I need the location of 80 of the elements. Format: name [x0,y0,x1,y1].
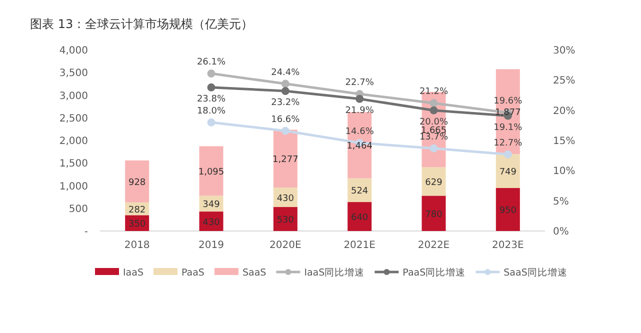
data-label: 21.2% [419,87,448,98]
bar [422,196,446,231]
y-tick-label: 1,500 [59,158,88,170]
data-label: 430 [202,218,220,228]
x-tick-label: 2019 [198,240,224,251]
legend-label: IaaS [123,268,144,278]
data-label: 16.6% [271,114,300,125]
point [430,99,438,108]
data-label: 1,277 [272,155,298,166]
x-tick-label: 2020E [270,240,302,251]
point [281,80,290,88]
bar [273,130,298,188]
point [281,126,290,135]
point [504,150,512,158]
bar [496,188,520,231]
point [356,94,364,103]
data-label: 24.4% [271,68,300,78]
y-tick-label: 2,000 [59,136,88,147]
legend-label: SaaS [242,268,266,278]
data-label: 1,464 [346,142,373,152]
data-label: 26.1% [196,58,226,68]
data-label: 530 [276,216,294,226]
y-tick-label: 500 [68,204,88,215]
data-label: 350 [128,220,146,230]
chart-title: 图表 13：全球云计算市场规模（亿美元） [30,17,254,31]
legend-label: SaaS同比增速 [504,266,568,278]
data-label: 20.0% [419,117,448,128]
data-label: 21.9% [345,106,374,116]
x-tick-label: 2022E [418,240,450,251]
y-tick-label: 1,000 [59,181,88,192]
data-label: 13.7% [419,132,448,142]
bar [125,160,150,202]
data-label: 780 [425,210,443,220]
y2-tick-label: 0% [553,226,569,238]
point [207,118,216,126]
bar [273,207,298,231]
data-label: 950 [499,206,517,216]
legend-label: PaaS [181,268,204,278]
data-label: 1,095 [198,167,224,178]
y-tick-label: 3,500 [59,68,88,80]
y2-tick-label: 15% [553,136,576,147]
y2-tick-label: 10% [553,166,576,178]
y2-tick-label: 20% [553,106,576,117]
data-label: 19.1% [494,122,523,133]
data-label: 282 [128,205,146,216]
x-tick-label: 2021E [344,240,376,251]
data-label: 22.7% [345,78,374,88]
y2-tick-label: 30% [553,46,576,56]
data-label: 23.2% [271,98,300,108]
legend-label: PaaS同比增速 [402,266,466,278]
point [207,70,216,78]
y-tick-label: 2,500 [59,113,88,124]
data-label: 12.7% [494,138,523,148]
bar [199,146,224,196]
data-label: 349 [202,200,220,210]
y2-tick-label: 5% [553,196,569,208]
x-tick-label: 2023E [492,240,524,251]
data-label: 749 [499,168,517,178]
data-label: 14.6% [345,126,374,137]
data-label: 18.0% [196,106,226,116]
point [430,106,438,114]
y-tick-label: - [84,226,88,238]
legend-label: IaaS同比增速 [304,266,365,278]
point [281,87,290,96]
data-label: 430 [276,194,294,204]
bar [348,112,372,178]
data-label: 23.8% [196,94,226,104]
data-label: 629 [425,178,443,188]
data-label: 640 [350,213,368,224]
bar [422,167,446,196]
data-label: 19.6% [494,96,523,107]
x-tick-label: 2018 [124,240,150,251]
y-tick-label: 4,000 [59,46,88,56]
y2-tick-label: 25% [553,76,576,87]
point [207,83,216,92]
y-tick-label: 3,000 [59,90,88,102]
data-label: 524 [350,186,368,197]
point [430,144,438,152]
bar [348,202,372,231]
data-label: 928 [128,178,146,188]
